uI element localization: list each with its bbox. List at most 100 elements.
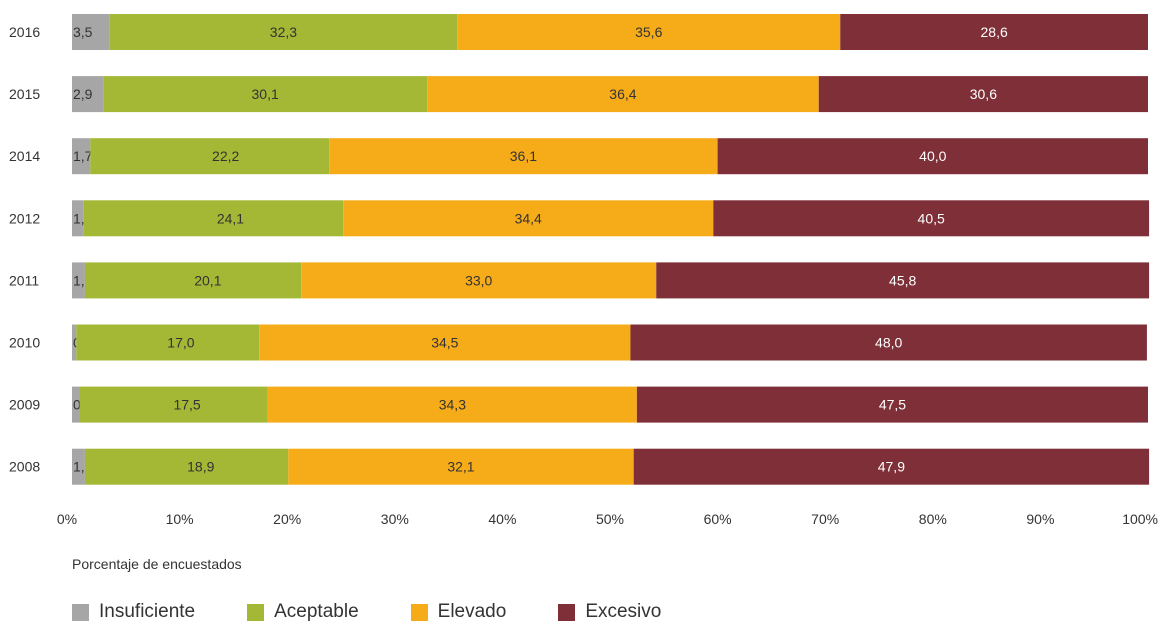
data-label-aceptable: 17,5	[173, 397, 200, 413]
bar-row-2009: 20090,717,534,347,5	[9, 386, 1148, 423]
bar-segment-insuficiente	[72, 324, 77, 361]
bar-row-2015: 2015 2,9 30,1 36,4 30,6	[9, 76, 1148, 113]
legend-label: Excesivo	[585, 601, 662, 622]
data-label-elevado: 34,5	[431, 335, 458, 351]
data-label-excesivo: 40,0	[919, 148, 946, 164]
legend-swatch	[247, 603, 265, 621]
bar-segment-elevado	[329, 138, 718, 175]
category-label: 2014	[9, 148, 40, 164]
bar-segment-elevado	[427, 76, 819, 113]
category-label: 2009	[9, 397, 40, 413]
bar-segment-excesivo	[656, 262, 1150, 299]
x-tick-label: 30%	[381, 511, 409, 527]
category-label: 2011	[9, 272, 39, 288]
bar-segment-insuficiente	[72, 262, 85, 299]
bar-segment-aceptable	[90, 138, 330, 175]
data-label-aceptable: 24,1	[217, 210, 244, 226]
legend-item-elevado: Elevado	[410, 601, 507, 623]
stacked-bar-chart: 2016 3,5 32,3 35,6 28,6 2015 2,9 30,1 36,4 30,6 20…	[9, 14, 1158, 527]
x-tick-label: 80%	[919, 511, 947, 527]
bar-segment-aceptable	[84, 448, 289, 485]
data-label-elevado: 34,4	[515, 210, 542, 226]
bar-segment-excesivo	[633, 448, 1150, 485]
bar-segment-elevado	[343, 200, 714, 237]
bar-row-2012: 2012 1,1 24,1 34,4 40,5	[9, 200, 1150, 237]
bar-segment-insuficiente	[72, 76, 104, 113]
bar-segment-elevado	[457, 14, 841, 50]
category-label: 2010	[9, 335, 40, 351]
bar-segment-insuficiente	[72, 386, 80, 423]
bar-row-2010: 20100,417,034,548,0	[9, 324, 1147, 361]
data-label-aceptable: 30,1	[252, 86, 279, 102]
data-label-aceptable: 17,0	[167, 335, 194, 351]
category-label: 2012	[9, 210, 40, 226]
bar-segment-aceptable	[83, 200, 344, 237]
legend-swatch	[558, 603, 576, 621]
legend: Insuficiente Aceptable Elevado Excesivo	[72, 600, 713, 624]
x-axis-title: Porcentaje de encuestados	[72, 556, 242, 572]
legend-label: Elevado	[437, 601, 507, 622]
bar-segment-excesivo	[636, 386, 1148, 423]
bar-row-2014: 2014 1,7 22,2 36,1 40,0	[9, 138, 1148, 175]
bar-row-2008: 2008 1,2 18,9 32,1 47,9	[9, 448, 1150, 485]
bar-segment-insuficiente	[72, 14, 110, 50]
bar-segment-excesivo	[713, 200, 1150, 237]
bar-segment-elevado	[301, 262, 657, 299]
data-label-insuficiente: 3,5	[73, 24, 93, 40]
bar-segment-elevado	[267, 386, 637, 423]
bar-segment-elevado	[259, 324, 631, 361]
data-label-excesivo: 45,8	[889, 272, 916, 288]
category-label: 2015	[9, 86, 40, 102]
data-label-elevado: 32,1	[447, 459, 474, 475]
data-label-insuficiente: 1,7	[73, 148, 93, 164]
x-tick-label: 20%	[273, 511, 301, 527]
legend-item-excesivo: Excesivo	[558, 601, 661, 623]
data-label-excesivo: 28,6	[981, 24, 1008, 40]
data-label-aceptable: 18,9	[187, 459, 214, 475]
bar-segment-excesivo	[630, 324, 1147, 361]
bar-segment-aceptable	[84, 262, 302, 299]
data-label-excesivo: 30,6	[970, 86, 997, 102]
data-label-excesivo: 47,5	[879, 397, 906, 413]
x-tick-label: 70%	[811, 511, 839, 527]
x-tick-label: 100%	[1122, 511, 1158, 527]
data-label-aceptable: 32,3	[270, 24, 297, 40]
bar-segment-excesivo	[717, 138, 1148, 175]
legend-item-insuficiente: Insuficiente	[72, 601, 195, 623]
bar-segment-insuficiente	[72, 200, 84, 237]
data-label-excesivo: 47,9	[878, 459, 905, 475]
data-label-insuficiente: 2,9	[73, 86, 93, 102]
bar-segment-excesivo	[818, 76, 1148, 113]
x-tick-label: 40%	[488, 511, 516, 527]
data-label-excesivo: 40,5	[918, 210, 945, 226]
x-tick-label: 0%	[57, 511, 77, 527]
legend-swatch	[72, 603, 89, 621]
data-label-aceptable: 22,2	[212, 148, 239, 164]
legend-label: Insuficiente	[99, 601, 196, 622]
x-tick-label: 90%	[1026, 511, 1054, 527]
legend-item-aceptable: Aceptable	[247, 601, 359, 623]
data-label-aceptable: 20,1	[194, 272, 221, 288]
bar-segment-aceptable	[109, 14, 458, 50]
data-label-elevado: 33,0	[465, 272, 492, 288]
x-tick-label: 10%	[166, 511, 194, 527]
legend-label: Aceptable	[274, 601, 359, 622]
category-label: 2008	[9, 459, 40, 475]
bar-row-2011: 2011 1,2 20,1 33,0 45,8	[9, 262, 1150, 299]
legend-swatch	[410, 603, 428, 621]
bar-segment-aceptable	[103, 76, 428, 113]
bar-segment-insuficiente	[72, 448, 85, 485]
data-label-elevado: 35,6	[635, 24, 662, 40]
bar-segment-aceptable	[79, 386, 268, 423]
data-label-elevado: 36,4	[609, 86, 636, 102]
bar-segment-excesivo	[840, 14, 1148, 50]
category-label: 2016	[9, 24, 40, 40]
data-label-elevado: 36,1	[510, 148, 537, 164]
bar-row-2016: 2016 3,5 32,3 35,6 28,6	[9, 14, 1148, 50]
data-label-excesivo: 48,0	[875, 335, 902, 351]
bar-segment-aceptable	[76, 324, 260, 361]
x-tick-label: 50%	[596, 511, 624, 527]
bar-segment-insuficiente	[72, 138, 91, 175]
data-label-elevado: 34,3	[439, 397, 466, 413]
